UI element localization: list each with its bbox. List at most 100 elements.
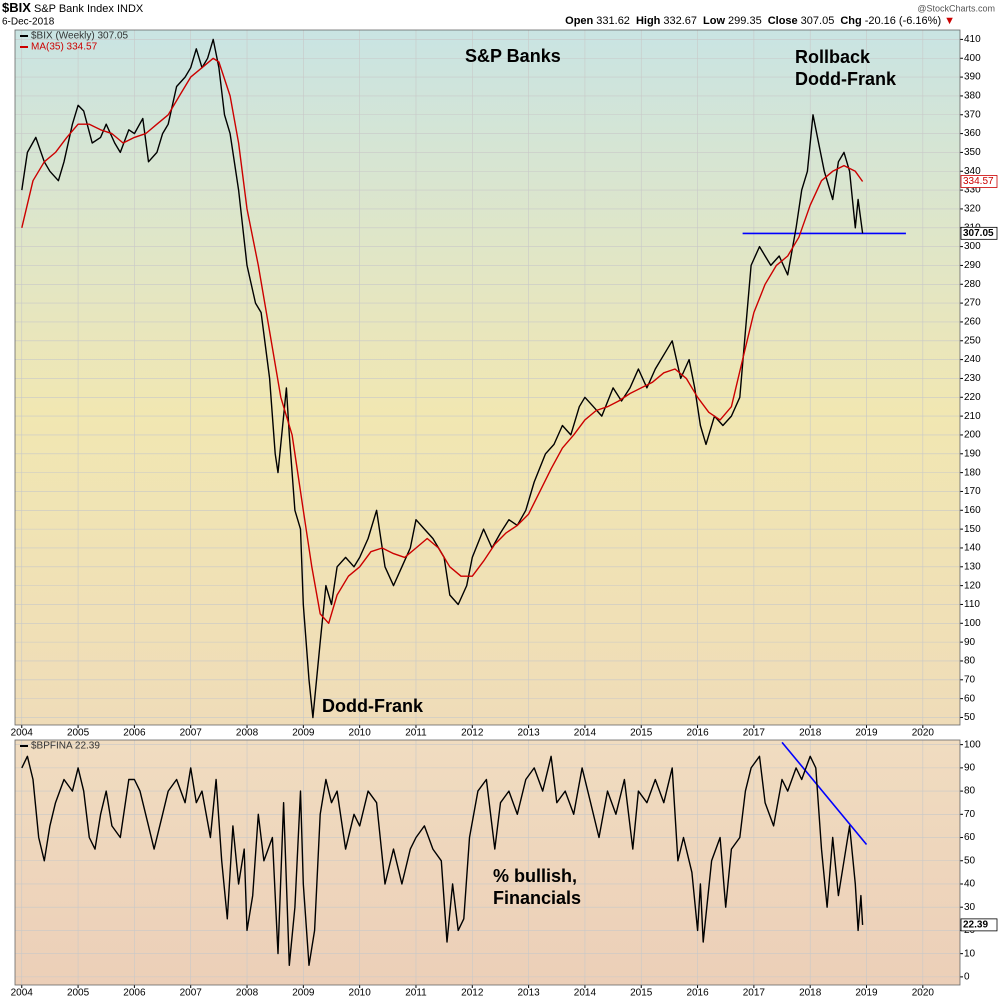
y-tick-label: 100 — [964, 739, 981, 750]
y-tick-label: 90 — [964, 637, 976, 648]
y-tick-label: 200 — [964, 430, 981, 441]
y-tick-label: 60 — [964, 832, 976, 843]
y-tick-label: 240 — [964, 354, 981, 365]
y-tick-label: 220 — [964, 392, 981, 403]
x-tick-label: 2006 — [123, 988, 146, 999]
x-tick-label: 2020 — [912, 728, 935, 739]
last-value-box — [960, 226, 998, 240]
exchange: INDX — [117, 3, 144, 15]
annotation: Rollback — [795, 47, 871, 67]
x-tick-label: 2013 — [517, 728, 540, 739]
x-tick-label: 2007 — [180, 728, 203, 739]
annotation: Dodd-Frank — [795, 69, 897, 89]
x-tick-label: 2011 — [405, 988, 427, 999]
symbol: $BIX — [2, 0, 31, 15]
y-tick-label: 270 — [964, 298, 981, 309]
x-tick-label: 2006 — [123, 728, 146, 739]
series-line — [21, 38, 864, 719]
y-tick-label: 120 — [964, 580, 981, 591]
x-tick-label: 2012 — [461, 728, 484, 739]
quote-label: Close — [768, 15, 798, 27]
quote-label: Open — [565, 15, 593, 27]
last-value-box — [960, 918, 998, 932]
down-arrow: ▼ — [944, 15, 955, 27]
quote: Open 331.62 High 332.67 Low 299.35 Close 307.05… — [565, 15, 955, 27]
plot-frame — [14, 29, 961, 726]
y-tick-label: 410 — [964, 34, 981, 45]
y-tick-label: 110 — [964, 599, 980, 610]
y-tick-label: 260 — [964, 317, 981, 328]
y-tick-label: 360 — [964, 128, 981, 139]
y-tick-label: 150 — [964, 524, 981, 535]
y-tick-label: 300 — [964, 241, 981, 252]
plot-background — [15, 740, 960, 985]
annotation: Financials — [493, 888, 581, 908]
plot-background — [15, 30, 960, 725]
y-tick-label: 10 — [964, 948, 976, 959]
y-tick-label: 70 — [964, 674, 976, 685]
y-tick-label: 210 — [964, 411, 981, 422]
x-tick-label: 2005 — [67, 988, 90, 999]
last-value-label: 334.57 — [963, 176, 994, 187]
annotation: % bullish, — [493, 866, 577, 886]
y-tick-label: 30 — [964, 902, 976, 913]
x-tick-label: 2020 — [912, 988, 935, 999]
annotation: S&P Banks — [465, 46, 561, 66]
y-tick-label: 280 — [964, 279, 981, 290]
x-tick-label: 2014 — [574, 728, 597, 739]
reference-line — [781, 741, 868, 846]
y-tick-label: 140 — [964, 543, 981, 554]
y-tick-label: 350 — [964, 147, 981, 158]
y-tick-label: 170 — [964, 486, 981, 497]
change-pct: (-6.16%) — [899, 15, 941, 27]
quote-value: -20.16 — [865, 15, 896, 27]
quote-label: Chg — [840, 15, 861, 27]
y-tick-label: 130 — [964, 561, 981, 572]
last-value-label: 307.05 — [963, 228, 994, 239]
x-tick-label: 2019 — [855, 988, 878, 999]
y-tick-label: 380 — [964, 91, 981, 102]
y-tick-label: 400 — [964, 53, 981, 64]
series-line — [21, 57, 864, 624]
x-tick-label: 2010 — [349, 728, 372, 739]
y-tick-label: 180 — [964, 467, 981, 478]
x-tick-label: 2010 — [349, 988, 372, 999]
y-tick-label: 340 — [964, 166, 981, 177]
y-tick-label: 190 — [964, 448, 981, 459]
x-tick-label: 2016 — [686, 988, 709, 999]
x-tick-label: 2016 — [686, 728, 709, 739]
x-tick-label: 2019 — [855, 728, 878, 739]
annotation: Dodd-Frank — [322, 696, 424, 716]
y-tick-label: 70 — [964, 809, 976, 820]
x-tick-label: 2008 — [236, 988, 259, 999]
x-tick-label: 2012 — [461, 988, 484, 999]
quote-value: 331.62 — [596, 15, 630, 27]
x-tick-label: 2017 — [743, 988, 766, 999]
quote-value: 332.67 — [663, 15, 697, 27]
x-tick-label: 2015 — [630, 728, 653, 739]
legend-label: $BPFINA 22.39 — [31, 741, 100, 752]
x-tick-label: 2007 — [180, 988, 203, 999]
last-value-box — [960, 175, 998, 188]
legend-label: MA(35) 334.57 — [31, 42, 98, 53]
y-tick-label: 80 — [964, 656, 976, 667]
header-title: $BIX S&P Bank Index INDX — [2, 0, 144, 15]
x-tick-label: 2014 — [574, 988, 597, 999]
x-tick-label: 2005 — [67, 728, 90, 739]
x-tick-label: 2018 — [799, 988, 822, 999]
y-tick-label: 40 — [964, 879, 976, 890]
last-value-label: 22.39 — [963, 920, 988, 931]
x-tick-label: 2008 — [236, 728, 259, 739]
y-tick-label: 50 — [964, 712, 976, 723]
y-tick-label: 230 — [964, 373, 981, 384]
source: @StockCharts.com — [917, 3, 995, 13]
x-tick-label: 2017 — [743, 728, 766, 739]
y-tick-label: 290 — [964, 260, 981, 271]
x-tick-label: 2009 — [292, 988, 315, 999]
y-tick-label: 0 — [964, 972, 970, 983]
y-tick-label: 160 — [964, 505, 981, 516]
y-tick-label: 330 — [964, 185, 981, 196]
x-tick-label: 2004 — [11, 988, 34, 999]
quote-value: 299.35 — [728, 15, 762, 27]
